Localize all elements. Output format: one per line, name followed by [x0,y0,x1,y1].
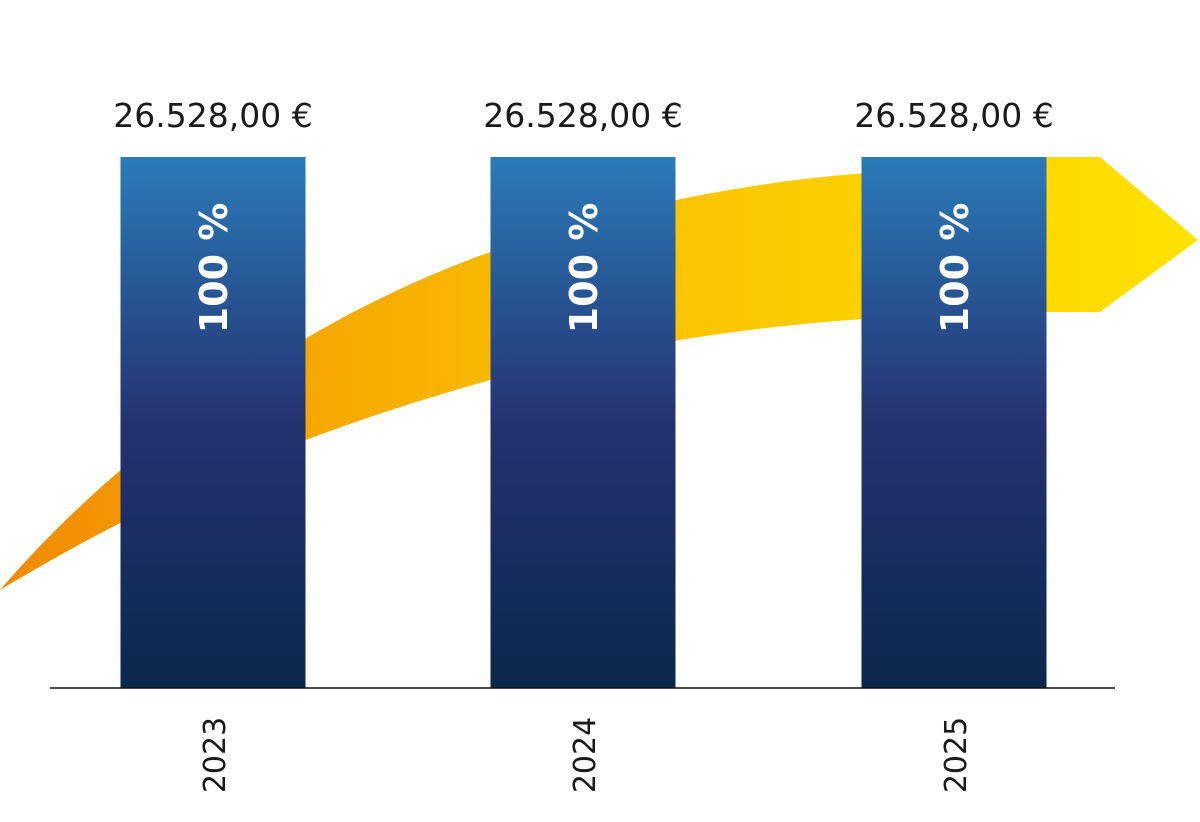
x-tick-label: 2024 [568,717,603,793]
x-tick-label: 2023 [198,717,233,793]
percentage-label: 100 % [933,203,977,334]
percentage-label: 100 % [562,203,606,334]
value-label: 26.528,00 € [854,96,1053,135]
value-label: 26.528,00 € [483,96,682,135]
bar [861,157,1047,688]
bar [490,157,676,688]
value-label: 26.528,00 € [113,96,312,135]
x-tick-label: 2025 [939,717,974,793]
percentage-label: 100 % [192,203,236,334]
bar [120,157,306,688]
